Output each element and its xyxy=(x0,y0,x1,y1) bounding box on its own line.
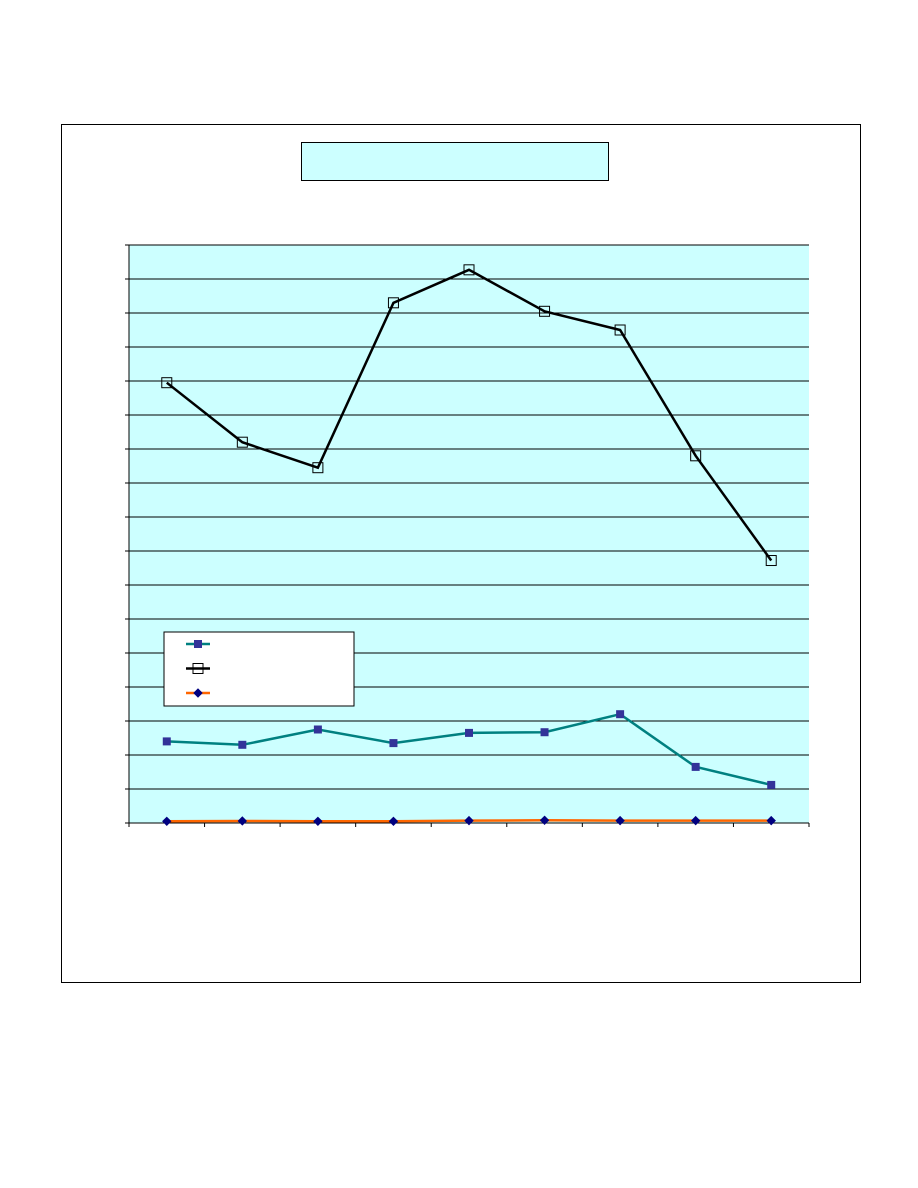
series-2-point xyxy=(765,555,777,567)
legend-swatch-marker xyxy=(193,688,203,698)
series-2-point xyxy=(463,264,475,276)
series-2-point xyxy=(614,324,626,336)
series-3-point xyxy=(539,815,550,825)
series-2-point xyxy=(387,297,399,309)
series-3-point xyxy=(313,816,323,827)
series-3-point xyxy=(464,815,474,826)
series-1-point xyxy=(691,762,700,771)
series-2-point xyxy=(690,450,702,462)
series-2-point xyxy=(312,462,324,474)
series-3-point xyxy=(388,816,399,827)
series-1-point xyxy=(162,737,171,746)
series-2-point xyxy=(236,436,248,448)
series-2-point xyxy=(161,377,173,389)
series-3-point xyxy=(615,815,625,826)
series-3-point xyxy=(766,815,776,826)
series-1-point xyxy=(389,739,398,748)
series-1-point xyxy=(465,728,473,737)
series-1-point xyxy=(767,780,776,789)
series-2-line xyxy=(166,268,773,562)
legend-swatch-marker xyxy=(192,663,204,674)
plot-area xyxy=(129,245,809,823)
series-3-point xyxy=(237,816,248,826)
series-1-point xyxy=(616,710,625,719)
legend-swatch-marker xyxy=(194,640,202,648)
series-1-point xyxy=(540,728,549,737)
series-3-point xyxy=(162,816,172,827)
series-2-point xyxy=(539,305,551,317)
chart-title xyxy=(301,142,609,181)
series-1-point xyxy=(238,740,247,749)
series-1-point xyxy=(313,725,322,734)
series-3-point xyxy=(690,815,701,826)
